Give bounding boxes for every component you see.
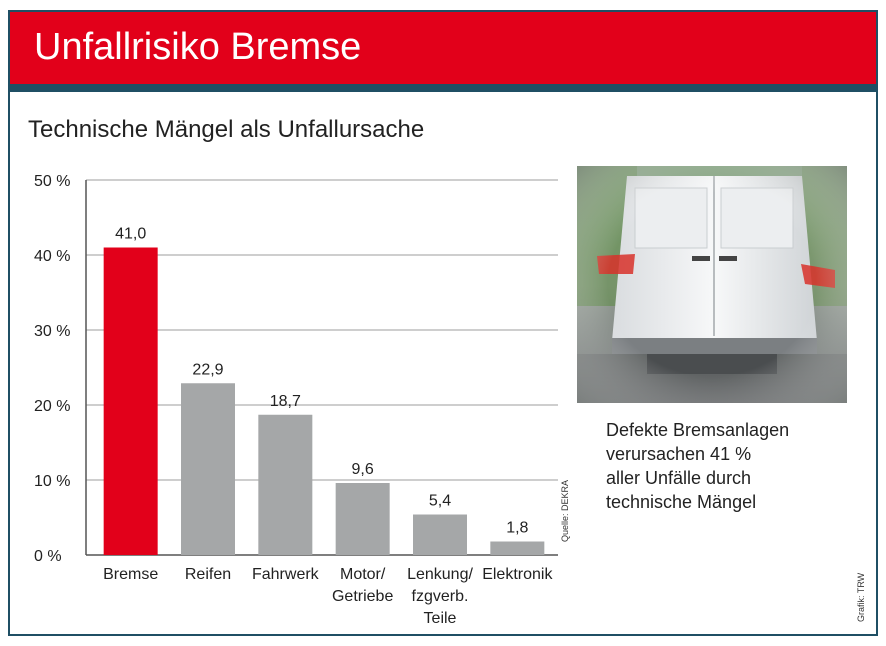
x-tick-label: fzgverb. <box>412 588 469 605</box>
bar-value-label: 22,9 <box>192 361 223 378</box>
y-tick-label: 20 % <box>34 398 70 415</box>
caption-line: verursachen 41 % <box>606 444 752 464</box>
x-tick-label: Motor/ <box>340 566 386 583</box>
bar-value-label: 9,6 <box>352 461 374 478</box>
header-bar: Unfallrisiko Bremse <box>10 12 876 84</box>
y-tick-label: 40 % <box>34 248 70 265</box>
x-tick-label: Bremse <box>103 566 158 583</box>
x-tick-label: Reifen <box>185 566 231 583</box>
bar-value-label: 1,8 <box>506 520 528 537</box>
y-tick-label: 0 % <box>34 548 62 565</box>
x-tick-label: Elektronik <box>482 566 553 583</box>
bar-value-label: 18,7 <box>270 393 301 410</box>
bar-value-label: 5,4 <box>429 493 451 510</box>
photo-caption: Defekte Bremsanlagen verursachen 41 % al… <box>606 418 846 514</box>
x-tick-label: Getriebe <box>332 588 393 605</box>
caption-line: aller Unfälle durch <box>606 468 752 488</box>
caption-line: Defekte Bremsanlagen <box>606 420 790 440</box>
bar <box>413 514 467 555</box>
y-tick-label: 30 % <box>34 323 70 340</box>
x-tick-label: Fahrwerk <box>252 566 320 583</box>
bar <box>335 483 390 555</box>
bar <box>258 414 313 555</box>
x-tick-label: Lenkung/ <box>407 566 473 583</box>
van-photo <box>577 166 847 403</box>
caption-line: technische Mängel <box>606 492 757 512</box>
y-tick-label: 50 % <box>34 173 70 190</box>
credit-label: Grafik: TRW <box>856 572 866 622</box>
chart-subtitle: Technische Mängel als Unfallursache <box>28 116 425 143</box>
source-label: Quelle: DEKRA <box>560 479 570 542</box>
bar <box>181 383 235 555</box>
bar <box>103 247 158 555</box>
y-tick-label: 10 % <box>34 473 70 490</box>
header-stripe <box>10 84 876 92</box>
bar-value-label: 41,0 <box>115 226 146 243</box>
bar <box>490 541 545 555</box>
x-tick-label: Teile <box>424 610 457 627</box>
page-title: Unfallrisiko Bremse <box>34 26 362 68</box>
